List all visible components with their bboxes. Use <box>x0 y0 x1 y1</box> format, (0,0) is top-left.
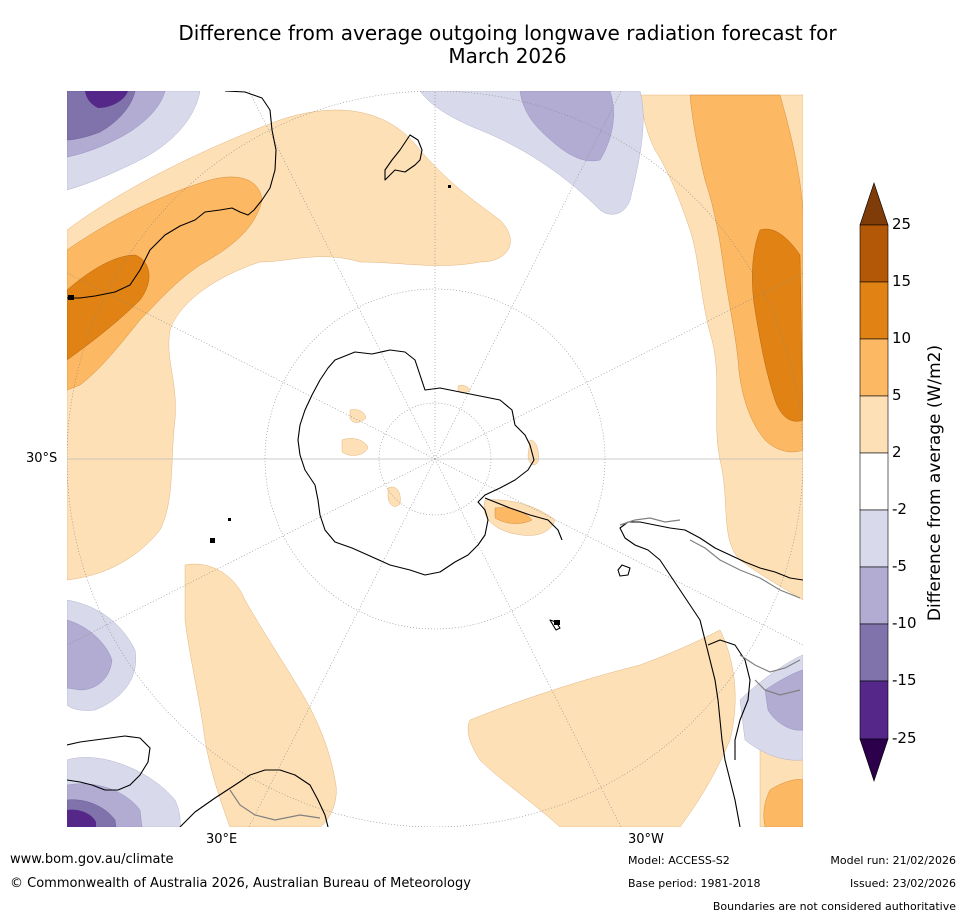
colorbar-tick: 25 <box>892 215 912 233</box>
colorbar-bin-10-15 <box>859 281 889 340</box>
colorbar-bin-neg15-neg10 <box>859 623 889 682</box>
colorbar-bin-2-5 <box>859 395 889 454</box>
lon-label-30w: 30°W <box>628 832 664 847</box>
colorbar <box>859 182 889 782</box>
lat-label-30s: 30°S <box>26 451 58 466</box>
website-link[interactable]: www.bom.gov.au/climate <box>10 852 174 867</box>
colorbar-extend-top <box>859 182 889 226</box>
colorbar-bin-neg10-neg5 <box>859 566 889 625</box>
colorbar-tick: -25 <box>892 729 917 747</box>
colorbar-tick: 5 <box>892 386 902 404</box>
title-line-2: March 2026 <box>448 44 567 68</box>
issued-date: Issued: 23/02/2026 <box>849 877 956 890</box>
boundary-disclaimer: Boundaries are not considered authoritat… <box>712 900 956 913</box>
base-period: Base period: 1981-2018 <box>628 877 761 890</box>
colorbar-label: Difference from average (W/m2) <box>925 344 945 622</box>
colorbar-bin-neg5-neg2 <box>859 509 889 568</box>
islands <box>68 185 560 625</box>
colorbar-tick: -5 <box>892 557 907 575</box>
lon-label-30e: 30°E <box>206 832 238 847</box>
copyright: © Commonwealth of Australia 2026, Austra… <box>10 876 471 891</box>
model-name: Model: ACCESS-S2 <box>628 854 730 867</box>
colorbar-bin-neg25-neg15 <box>859 680 889 740</box>
colorbar-tick: -2 <box>892 500 907 518</box>
colorbar-tick: -15 <box>892 671 917 689</box>
chart-title: Difference from average outgoing longwav… <box>0 22 965 68</box>
colorbar-tick: -10 <box>892 614 917 632</box>
anomaly-neg5-neg10-regions <box>67 91 803 827</box>
coastlines <box>67 91 803 827</box>
boundaries <box>229 517 801 821</box>
anomaly-neg15-neg25-regions <box>67 91 128 827</box>
colorbar-extend-bottom <box>859 738 889 782</box>
colorbar-tick: 2 <box>892 443 902 461</box>
colorbar-tick: 10 <box>892 329 912 347</box>
colorbar-bin-15-25 <box>859 224 889 283</box>
anomaly-10-15-regions <box>67 228 803 422</box>
colorbar-tick: 15 <box>892 272 912 290</box>
map-panel <box>67 91 803 827</box>
title-line-1: Difference from average outgoing longwav… <box>178 21 837 45</box>
colorbar-bin-neg2-2 <box>859 452 889 511</box>
model-run: Model run: 21/02/2026 <box>830 854 956 867</box>
colorbar-bin-5-10 <box>859 338 889 397</box>
